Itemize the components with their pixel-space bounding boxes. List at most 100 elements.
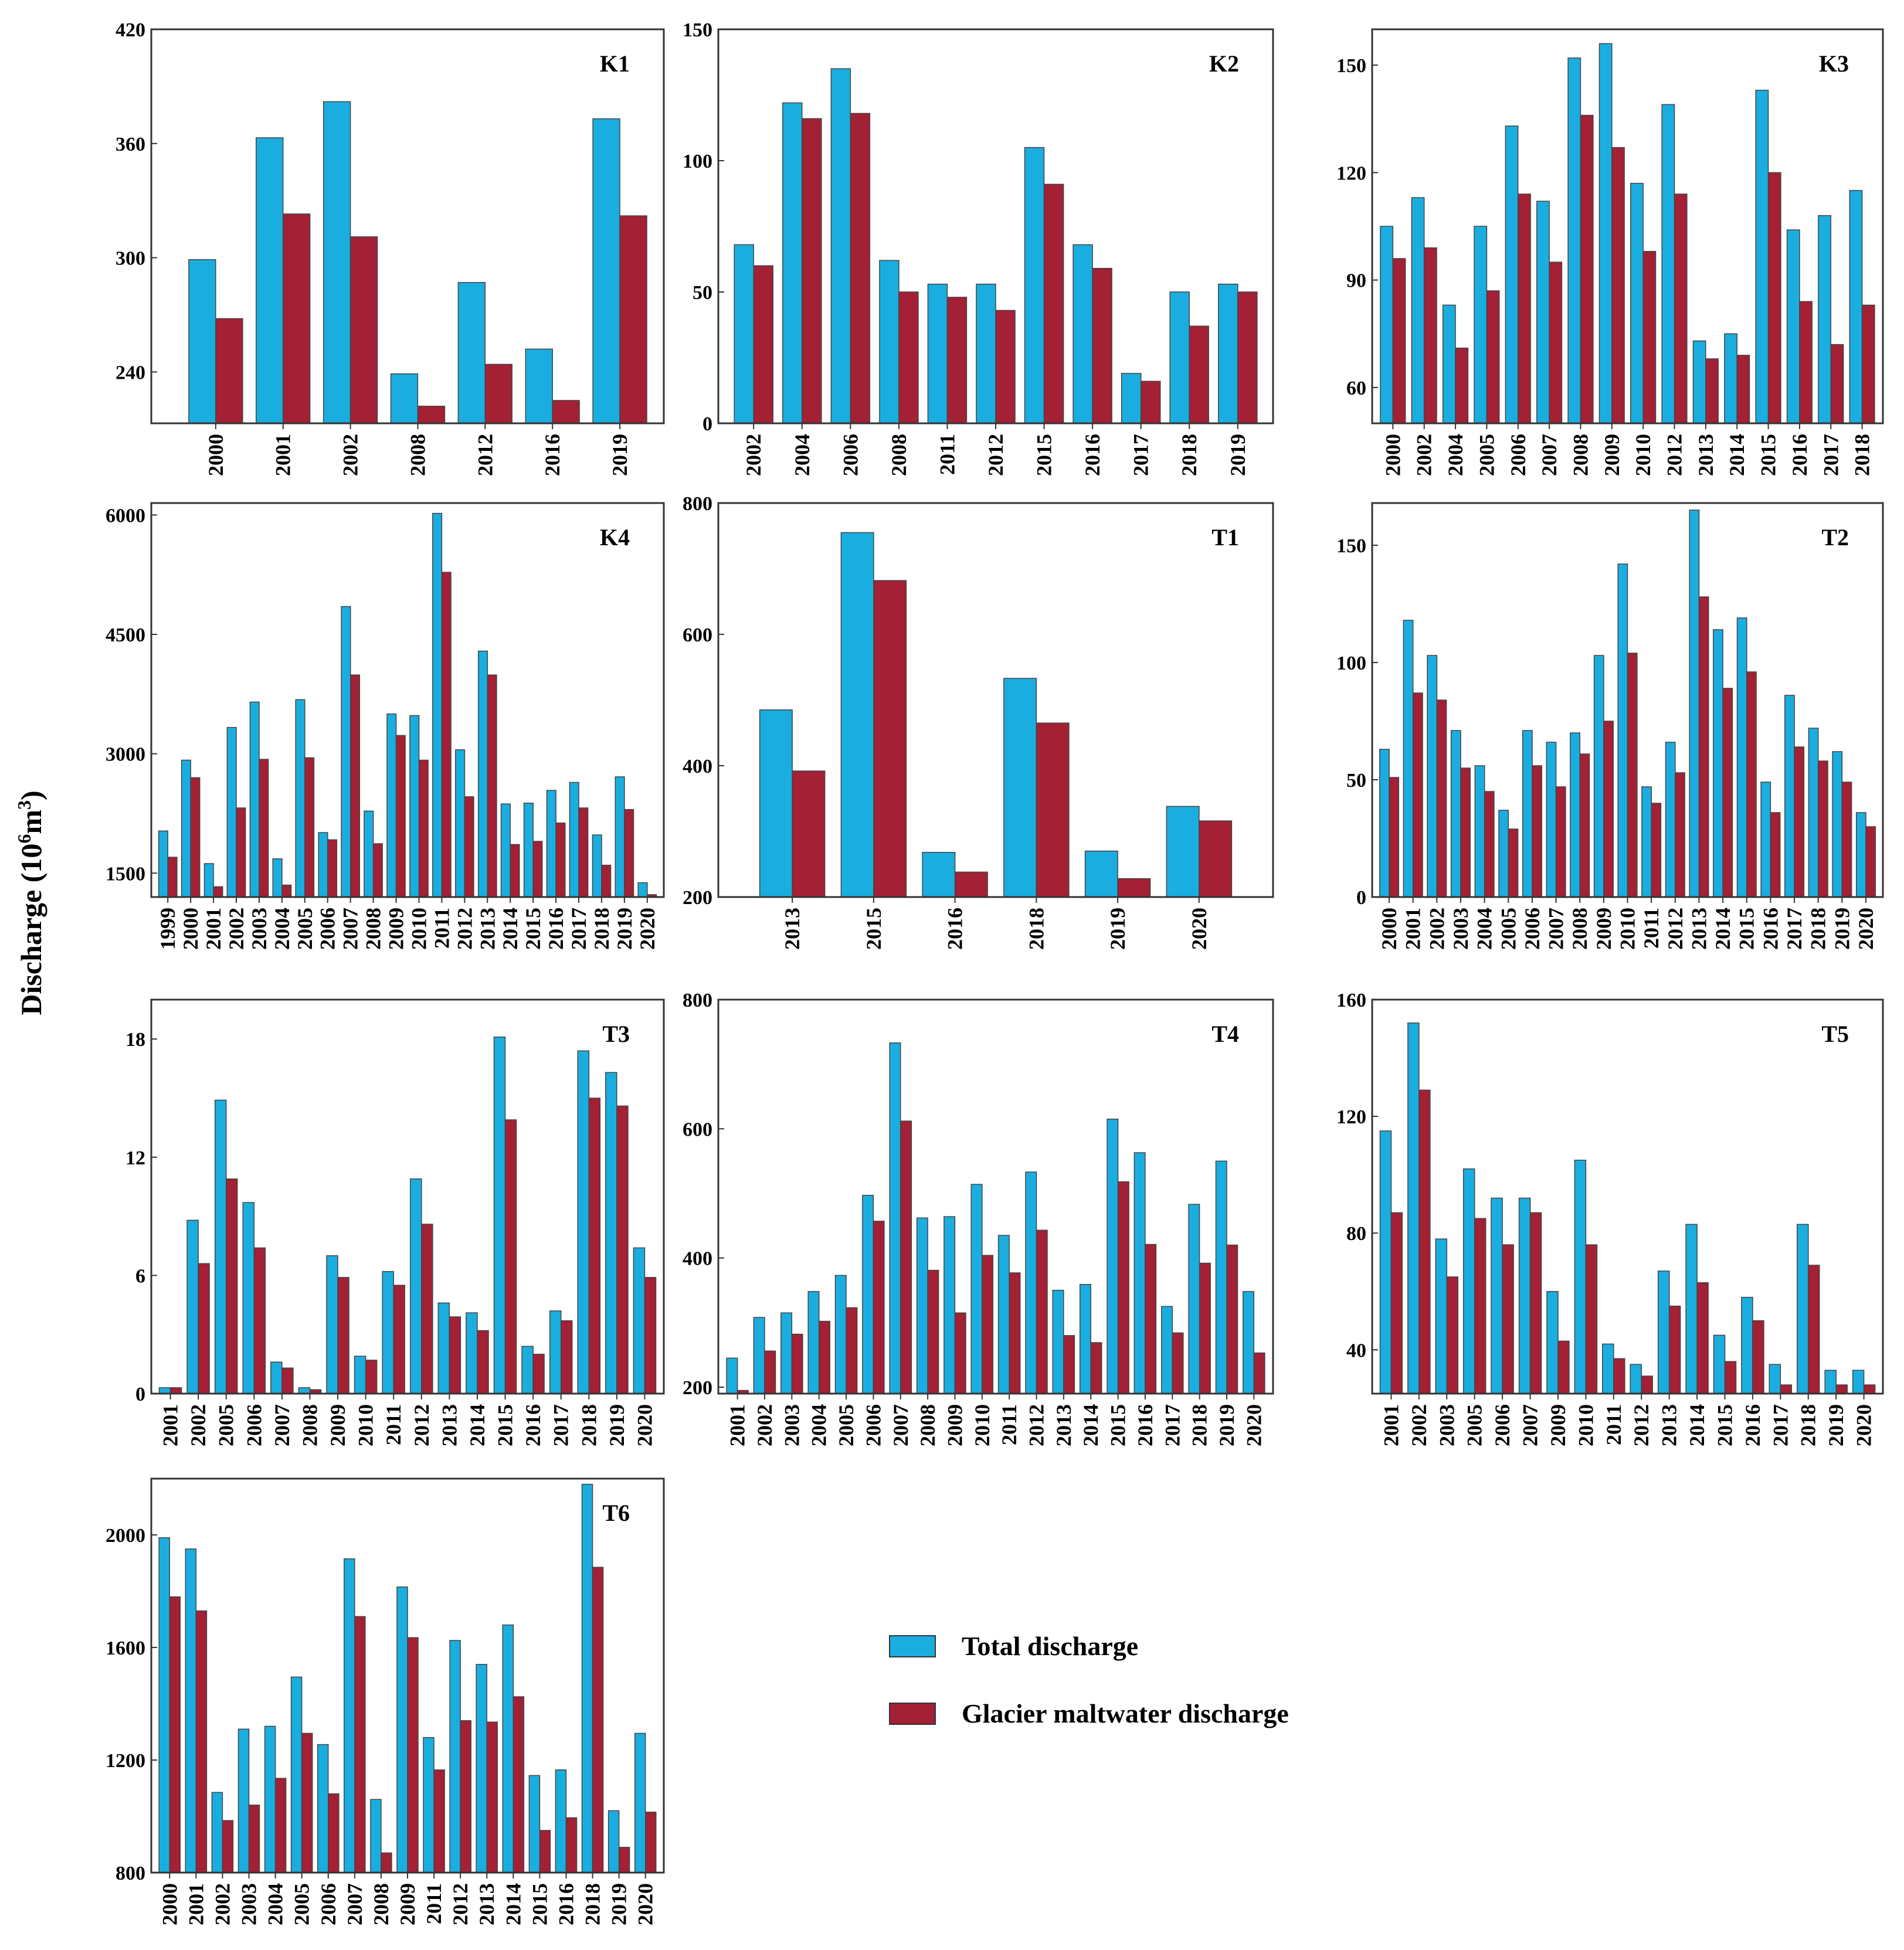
bar-total-2013 [1689,509,1700,898]
y-tick-label: 100 [683,151,712,172]
x-tick-label: 2014 [466,1404,489,1446]
bar-total-2004 [264,1725,276,1873]
bar-total-2017 [1121,373,1142,424]
bar-total-2005 [295,699,306,898]
bar-total-2020 [1243,1291,1255,1394]
bar-total-2000 [1379,749,1390,898]
x-tick-label: 2016 [1788,434,1811,476]
x-tick-label: 2019 [613,908,636,950]
bar-glacier-2014 [510,844,520,898]
bar-total-2006 [1505,125,1519,424]
x-tick-label: 2019 [1215,1404,1238,1446]
bar-total-2017 [1769,1364,1781,1394]
bar-total-2000 [1380,226,1394,424]
bar-glacier-2012 [1641,1375,1653,1394]
x-tick-label: 2019 [605,1404,629,1446]
x-tick-label: 2019 [1106,908,1129,950]
bar-glacier-2014 [1696,1282,1709,1394]
bar-total-2005 [214,1099,227,1394]
bar-glacier-2016 [1770,812,1781,898]
bar-glacier-2019 [1841,782,1852,898]
x-tick-label: 2016 [521,1404,545,1446]
bar-total-2010 [970,1184,983,1394]
y-tick-label: 200 [683,887,712,909]
bar-total-2014 [500,803,511,898]
bar-glacier-2015 [1767,172,1781,424]
x-tick-label: 2013 [1687,908,1710,950]
bar-total-2011 [432,512,443,898]
bar-glacier-2011 [393,1285,405,1394]
bar-glacier-2012 [464,796,474,898]
bar-total-2015 [1736,617,1747,898]
ylabel-sup2: 3 [13,800,35,810]
bar-glacier-2020 [644,1812,657,1873]
bar-glacier-2005 [1508,828,1519,898]
bar-total-2017 [549,1310,562,1394]
bar-glacier-2002 [1418,1089,1431,1394]
x-tick-label: 2017 [567,908,590,950]
x-tick-label: 2003 [780,1404,803,1446]
bar-total-2020 [637,882,648,898]
x-tick-label: 2012 [410,1404,433,1446]
bar-total-2004 [782,102,803,424]
bar-glacier-2006 [1532,765,1542,898]
bar-glacier-2004 [281,884,292,898]
bar-glacier-2005 [225,1178,238,1394]
bar-total-2007 [344,1558,355,1873]
bar-total-2017 [1161,1306,1173,1394]
bar-total-2002 [1407,1022,1420,1394]
bar-glacier-2015 [539,1830,551,1873]
bar-glacier-2002 [1436,699,1447,898]
bar-total-2001 [203,863,214,898]
axes-frame [150,502,665,898]
bar-glacier-2016 [552,400,580,424]
bar-glacier-2007 [1529,1212,1542,1394]
bar-total-2019 [1218,283,1238,424]
x-tick-label: 2009 [943,1404,967,1446]
bar-glacier-2015 [532,841,543,898]
bar-total-2014 [466,1312,478,1394]
x-tick-label: 2008 [916,1404,939,1446]
y-tick-label: 1200 [106,1750,145,1772]
y-tick-label: 0 [135,1384,145,1405]
bar-glacier-2016 [1752,1320,1764,1394]
bar-total-2012 [410,1178,422,1394]
x-tick-label: 2012 [1663,434,1686,476]
bar-glacier-2019 [624,808,634,898]
y-tick-label: 0 [702,413,712,435]
bar-total-2006 [318,832,328,898]
bar-total-2008 [390,373,419,424]
bar-total-2004 [1474,765,1485,898]
bar-glacier-2001 [282,213,311,424]
legend-label-total: Total discharge [962,1631,1138,1661]
bar-total-2002 [323,101,351,424]
bar-total-2015 [528,1775,541,1873]
bar-glacier-2016 [565,1817,578,1873]
bar-total-2008 [370,1799,382,1873]
bar-glacier-2010 [982,1255,994,1394]
bar-glacier-2008 [1580,114,1594,424]
bar-total-2006 [1522,730,1533,898]
bar-glacier-2004 [818,1320,830,1394]
y-tick-label: 40 [1346,1340,1366,1361]
x-tick-label: 2005 [1475,434,1498,476]
bar-glacier-2013 [486,1721,498,1873]
bar-glacier-2000 [215,318,243,424]
bar-glacier-2005 [304,757,315,898]
bar-glacier-2013 [792,770,826,898]
bar-total-2000 [188,259,216,424]
x-tick-label: 2001 [159,1404,182,1446]
x-tick-label: 2019 [607,1883,631,1925]
x-tick-label: 2001 [726,1404,749,1446]
bar-glacier-2001 [169,1387,182,1394]
bar-total-2002 [211,1792,223,1873]
bar-glacier-2005 [301,1732,313,1873]
bar-total-2005 [1474,226,1488,424]
x-tick-label: 2015 [528,1883,551,1925]
bar-glacier-2017 [1172,1332,1184,1394]
x-tick-label: 2013 [1658,1404,1681,1446]
x-tick-label: 2015 [1033,434,1056,476]
x-tick-label: 2010 [1631,434,1655,476]
axes-frame [1371,28,1884,424]
bar-glacier-2005 [1486,290,1500,424]
